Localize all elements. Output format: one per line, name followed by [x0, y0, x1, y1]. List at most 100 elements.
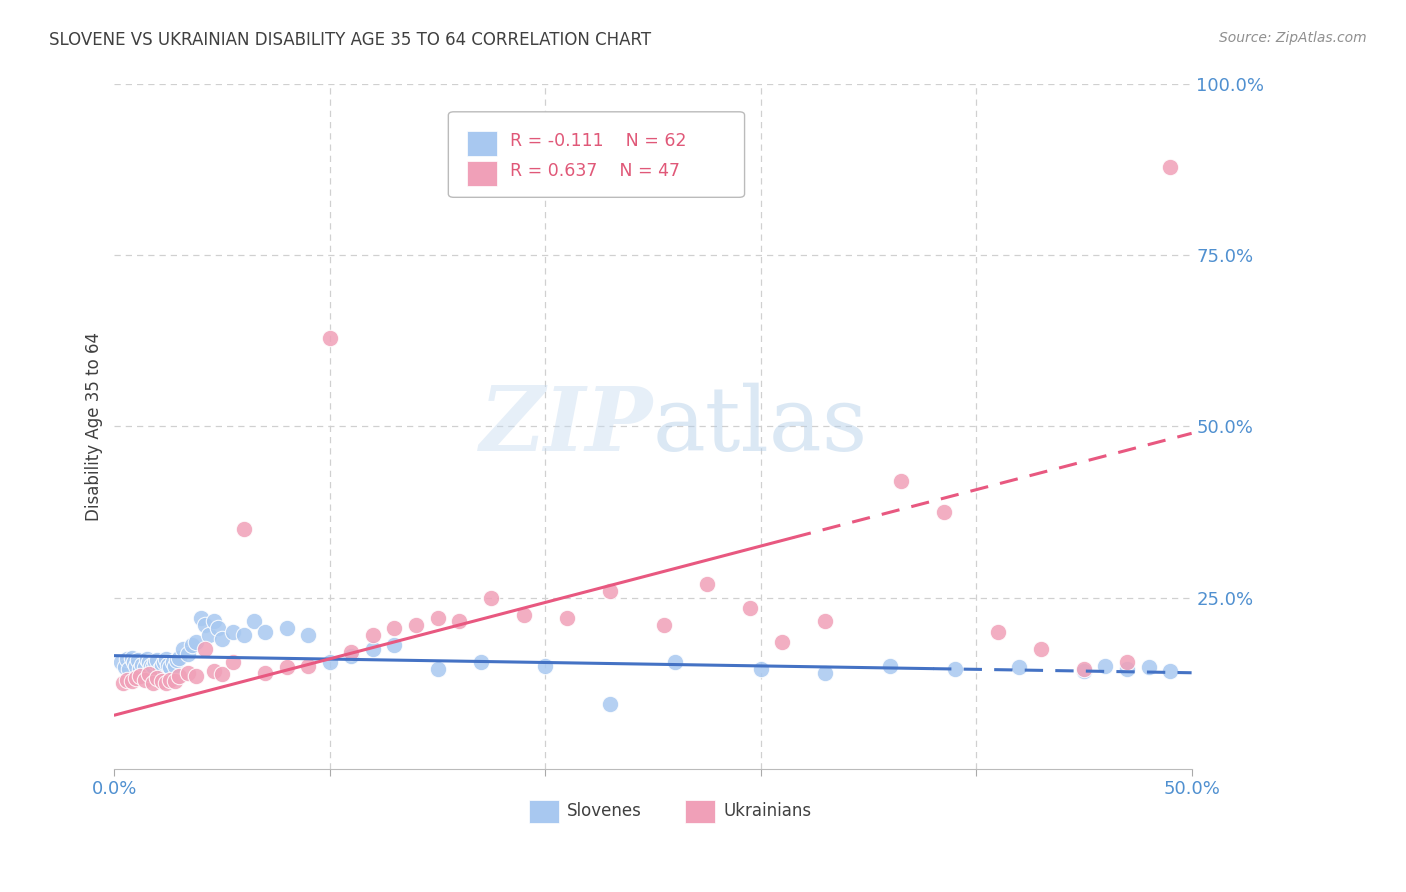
Point	[599, 697, 621, 711]
Point	[297, 628, 319, 642]
Point	[155, 676, 177, 690]
Point	[155, 652, 177, 666]
Point	[426, 611, 449, 625]
Point	[121, 650, 143, 665]
Point	[555, 611, 578, 625]
Point	[232, 628, 254, 642]
Bar	[529, 800, 560, 823]
Point	[186, 635, 208, 649]
Point	[167, 669, 190, 683]
Point	[232, 522, 254, 536]
Point	[117, 673, 139, 687]
Point	[319, 656, 342, 670]
Point	[340, 648, 363, 663]
Point	[664, 656, 686, 670]
Point	[1159, 160, 1181, 174]
Point	[138, 656, 160, 670]
Point	[194, 618, 217, 632]
Point	[134, 673, 156, 687]
Point	[211, 667, 233, 681]
Point	[194, 641, 217, 656]
Point	[481, 591, 503, 605]
Bar	[467, 131, 496, 155]
Point	[987, 624, 1010, 639]
Point	[186, 669, 208, 683]
Point	[176, 665, 198, 680]
Point	[1116, 656, 1139, 670]
Point	[749, 662, 772, 676]
Point	[340, 645, 363, 659]
Point	[254, 624, 277, 639]
Point	[202, 615, 225, 629]
Point	[319, 330, 342, 344]
Point	[198, 628, 221, 642]
Point	[276, 621, 298, 635]
Point	[943, 662, 966, 676]
Point	[110, 656, 132, 670]
Point	[470, 656, 492, 670]
Point	[159, 660, 181, 674]
Point	[254, 665, 277, 680]
Point	[162, 656, 184, 670]
Point	[243, 615, 266, 629]
Text: ZIP: ZIP	[479, 384, 652, 470]
Point	[129, 662, 152, 676]
Point	[125, 659, 148, 673]
Text: SLOVENE VS UKRAINIAN DISABILITY AGE 35 TO 64 CORRELATION CHART: SLOVENE VS UKRAINIAN DISABILITY AGE 35 T…	[49, 31, 651, 49]
Point	[770, 635, 793, 649]
Point	[150, 673, 173, 688]
Point	[1073, 662, 1095, 676]
Point	[1029, 641, 1052, 656]
Point	[1137, 660, 1160, 674]
Point	[138, 667, 160, 681]
Bar	[467, 161, 496, 186]
Point	[814, 615, 837, 629]
Bar	[685, 800, 716, 823]
Point	[426, 662, 449, 676]
Point	[142, 660, 165, 674]
Point	[146, 671, 169, 685]
Point	[172, 641, 194, 656]
Point	[122, 656, 145, 670]
Point	[222, 656, 245, 670]
Point	[1073, 665, 1095, 679]
Point	[125, 671, 148, 685]
Point	[513, 607, 536, 622]
Point	[449, 615, 471, 629]
Point	[163, 659, 186, 673]
FancyBboxPatch shape	[449, 112, 745, 197]
Text: Ukrainians: Ukrainians	[723, 802, 811, 820]
Point	[222, 624, 245, 639]
Point	[384, 639, 406, 653]
Point	[890, 474, 912, 488]
Point	[361, 641, 384, 656]
Point	[207, 621, 229, 635]
Point	[134, 660, 156, 674]
Point	[176, 647, 198, 661]
Text: atlas: atlas	[652, 383, 869, 470]
Point	[534, 659, 557, 673]
Text: Slovenes: Slovenes	[567, 802, 641, 820]
Point	[117, 652, 139, 666]
Point	[150, 659, 173, 673]
Point	[211, 632, 233, 646]
Point	[181, 639, 204, 653]
Point	[738, 600, 761, 615]
Text: R = -0.111    N = 62: R = -0.111 N = 62	[510, 132, 686, 150]
Point	[1094, 659, 1116, 673]
Point	[139, 659, 162, 673]
Point	[163, 673, 186, 688]
Point	[166, 653, 188, 667]
Point	[118, 662, 141, 676]
Point	[121, 673, 143, 688]
Point	[157, 657, 180, 672]
Point	[652, 618, 675, 632]
Point	[135, 652, 157, 666]
Point	[159, 673, 181, 687]
Point	[361, 628, 384, 642]
Point	[384, 621, 406, 635]
Point	[112, 676, 135, 690]
Point	[1159, 665, 1181, 679]
Point	[153, 656, 176, 670]
Point	[1116, 662, 1139, 676]
